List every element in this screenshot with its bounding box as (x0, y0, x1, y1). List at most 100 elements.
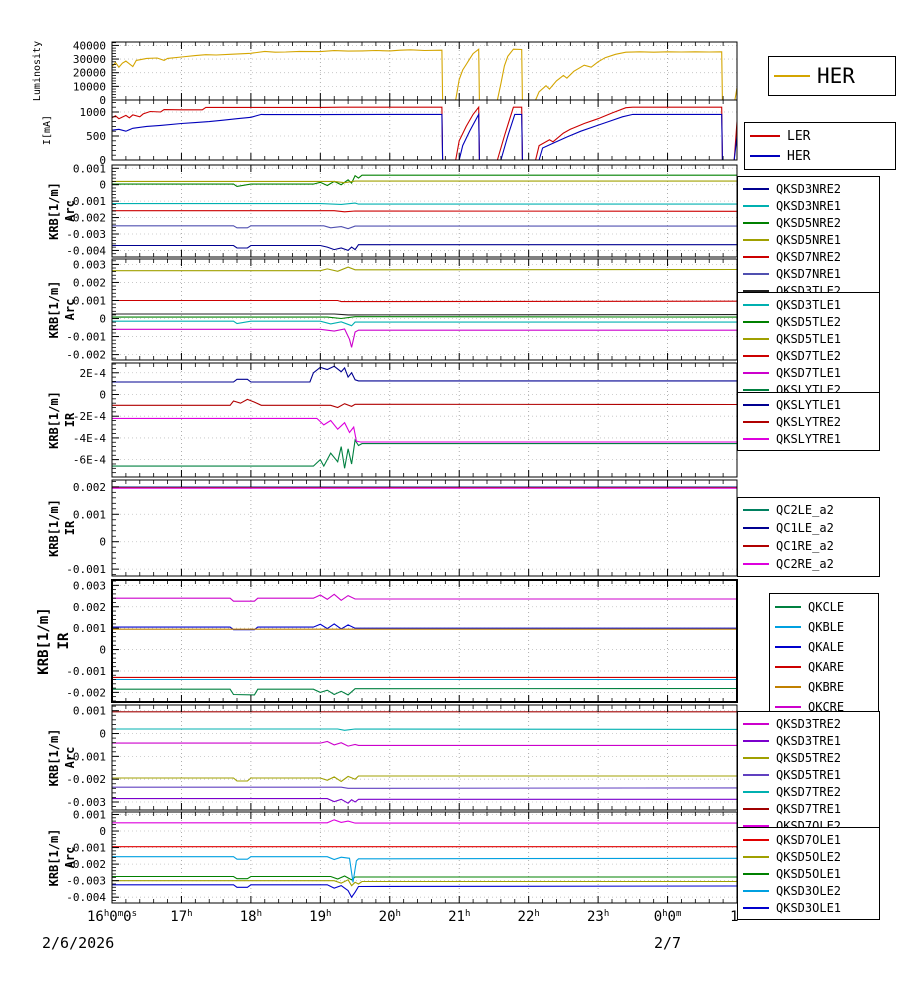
series-QKSD5OLE1 (112, 875, 737, 881)
y-tick-label: 0.003 (73, 258, 106, 271)
series-QKSD7NRE2 (112, 210, 737, 213)
y-tick-label: 0 (99, 644, 106, 657)
series-QKSLYTLE2 (112, 438, 737, 469)
x-tick-label: 16h0m0s (87, 909, 137, 925)
y-tick-label: -0.003 (66, 796, 106, 809)
y-tick-label: 0.001 (73, 294, 106, 307)
y-tick-label: 0.001 (73, 508, 106, 521)
panel-ylabel: KRB[1/m] (36, 607, 52, 674)
x-tick-label: 21h (448, 909, 470, 925)
panel-ylabel: Arc (63, 299, 77, 321)
series-QKSLYTRE2 (112, 398, 737, 409)
panel-ylabel: Luminosity (32, 41, 43, 101)
y-tick-label: -0.003 (66, 228, 106, 241)
y-tick-label: 0.001 (73, 622, 106, 635)
x-tick-label: 0h0m (654, 909, 682, 925)
y-tick-label: -0.002 (66, 686, 106, 699)
panel-ylabel: Arc (63, 747, 77, 769)
y-tick-label: 0 (99, 154, 106, 167)
y-tick-label: 0.001 (73, 162, 106, 175)
series-QKSD7TRE2 (112, 728, 737, 731)
panel-ylabel: KRB[1/m] (47, 182, 61, 240)
panel-ylabel: IR (56, 632, 72, 649)
series-QKSD7TLE1 (112, 328, 737, 348)
series-QKCLE (112, 687, 737, 696)
x-tick-label: 22h (518, 909, 540, 925)
date-label-right: 2/7 (654, 934, 681, 952)
panel-ylabel: KRB[1/m] (47, 729, 61, 787)
series-QKSD3NRE2 (112, 244, 737, 252)
y-tick-label: 20000 (73, 67, 106, 80)
series-QKSD5TRE2 (112, 775, 737, 783)
x-tick-label: 19h (309, 909, 331, 925)
y-tick-label: -0.004 (66, 244, 106, 257)
panel-ylabel: KRB[1/m] (47, 391, 61, 449)
y-tick-label: -2E-4 (73, 410, 106, 423)
series-QKSD3TRE2 (112, 740, 737, 747)
series-QKSD7OLE2 (112, 819, 737, 824)
y-tick-label: 1000 (80, 106, 107, 119)
y-tick-label: 30000 (73, 53, 106, 66)
x-tick-label: 23h (587, 909, 609, 925)
y-tick-label: -0.004 (66, 891, 106, 904)
x-tick-label: 20h (379, 909, 401, 925)
y-tick-label: 0.002 (73, 276, 106, 289)
y-tick-label: 40000 (73, 39, 106, 52)
panel-frame-arc4 (111, 811, 738, 904)
series-QKSD3NRE1 (112, 202, 737, 205)
panel-frame-ir2 (111, 479, 738, 577)
series-QKSD5TRE1 (112, 786, 737, 789)
series-HER (112, 48, 737, 100)
y-tick-label: -6E-4 (73, 454, 106, 467)
x-tick-label: 18h (240, 909, 262, 925)
panel-ylabel: Arc (63, 200, 77, 222)
y-tick-label: 0.002 (73, 481, 106, 494)
y-tick-label: -0.001 (66, 665, 106, 678)
panel-frame-arc3 (111, 704, 738, 811)
panel-ir1: 2E-4 0 -2E-4 -4E-4 -6E-4 KRB[1/m] IR (47, 362, 738, 478)
panel-arc4: 0.001 0 -0.001 -0.002 -0.003 -0.004 KRB[1/m] Ar… (47, 808, 738, 904)
series-QKSD3TLE1 (112, 320, 737, 327)
series-QKSD5NRE1 (112, 180, 737, 184)
series-QKSD3TLE2 (112, 313, 737, 316)
panel-ylabel: IR (63, 520, 77, 535)
series-QKSD7TLE2 (112, 299, 737, 303)
y-tick-label: 2E-4 (80, 367, 107, 380)
series-QKSLYTRE1 (112, 417, 737, 443)
panel-frame-arc2 (111, 258, 738, 361)
y-tick-label: 0.001 (73, 705, 106, 718)
series-QKSD3OLE2 (112, 856, 737, 883)
panel-arc3: 0.001 0 -0.001 -0.002 -0.003 KRB[1/m] Arc (47, 704, 738, 811)
series-QKSD7NRE1 (112, 225, 737, 230)
y-tick-label: -0.001 (66, 331, 106, 344)
y-tick-label: 10000 (73, 80, 106, 93)
y-tick-label: -0.003 (66, 875, 106, 888)
series-HER (112, 112, 737, 160)
y-tick-label: 500 (86, 130, 106, 143)
y-tick-label: -0.001 (66, 750, 106, 763)
panel-ylabel: I[mA] (42, 115, 53, 145)
y-tick-label: 0.003 (73, 579, 106, 592)
y-tick-label: -0.001 (66, 563, 106, 576)
panel-arc1: 0.001 0 -0.001 -0.002 -0.003 -0.004 KRB[1/m] Ar… (47, 162, 738, 258)
panel-ir2: 0.002 0.001 0 -0.001 KRB[1/m] IR (47, 479, 738, 577)
y-tick-label: 0 (99, 94, 106, 107)
series-QKSD5OLE2 (112, 879, 737, 887)
y-tick-label: 0 (99, 179, 106, 192)
series-LER (112, 105, 737, 160)
y-tick-label: -0.002 (66, 212, 106, 225)
series-QKCRE (112, 593, 737, 602)
y-tick-label: -4E-4 (73, 432, 106, 445)
series-QKSD3OLE1 (112, 884, 737, 899)
y-tick-label: -0.002 (66, 349, 106, 362)
date-label-left: 2/6/2026 (42, 934, 114, 952)
panel-ylabel: IR (63, 412, 77, 427)
y-tick-label: -0.002 (66, 773, 106, 786)
panel-ylabel: KRB[1/m] (47, 499, 61, 557)
y-tick-label: 0 (99, 825, 106, 838)
x-tick-label: 1h (730, 909, 744, 925)
y-tick-label: 0 (99, 388, 106, 401)
